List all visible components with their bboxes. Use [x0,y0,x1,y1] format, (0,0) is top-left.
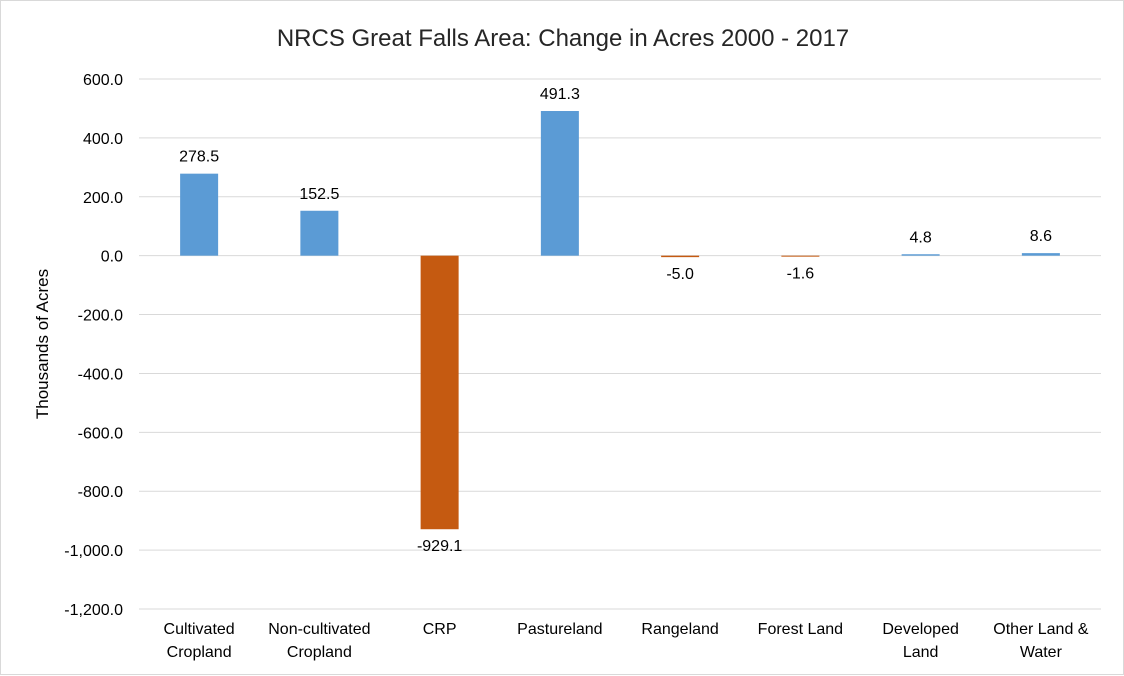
category-label: Cultivated Cropland [164,621,235,661]
data-labels: 278.5 152.5 -929.1 491.3 -5.0 -1.6 4.8 8.6 [179,86,1052,555]
data-label: 491.3 [540,86,580,103]
bar [1021,253,1060,256]
data-label: 278.5 [179,149,219,166]
category-label: CRP [423,621,457,638]
data-label: 152.5 [299,186,339,203]
y-tick-label: 400.0 [83,131,123,148]
data-label: -1.6 [787,266,815,283]
y-axis-label: Thousands of Acres [33,269,52,419]
y-tick-label: -600.0 [78,425,123,442]
bar [781,255,820,257]
category-label: Developed Land [882,621,959,661]
bar [300,210,339,256]
bar [180,173,219,256]
bars [180,111,1060,530]
y-tick-label: -1,000.0 [64,543,123,560]
y-tick-label: 600.0 [83,72,123,89]
y-tick-label: 0.0 [101,249,123,266]
category-label: Non-cultivated Cropland [268,621,370,661]
category-label: Forest Land [758,621,843,638]
y-tick-label: -400.0 [78,366,123,383]
bar [901,254,940,256]
y-tick-label: -1,200.0 [64,602,123,619]
data-label: -929.1 [417,538,462,555]
bar [661,255,700,258]
y-tick-label: 200.0 [83,190,123,207]
category-label: Other Land & Water [993,621,1089,661]
y-tick-labels: 600.0 400.0 200.0 0.0 -200.0 -400.0 -600.0 -800… [64,72,123,619]
gridlines [139,78,1101,610]
y-tick-label: -200.0 [78,308,123,325]
bar [540,111,579,256]
data-label: -5.0 [666,266,694,283]
data-label: 4.8 [910,229,932,246]
chart-title: NRCS Great Falls Area: Change in Acres 2… [277,25,849,52]
category-label: Pastureland [517,621,602,638]
data-label: 8.6 [1030,228,1052,245]
bar [420,255,459,530]
category-labels: Cultivated Cropland Non-cultivated Cropland… [164,621,1089,661]
y-tick-label: -800.0 [78,484,123,501]
category-label: Rangeland [641,621,718,638]
